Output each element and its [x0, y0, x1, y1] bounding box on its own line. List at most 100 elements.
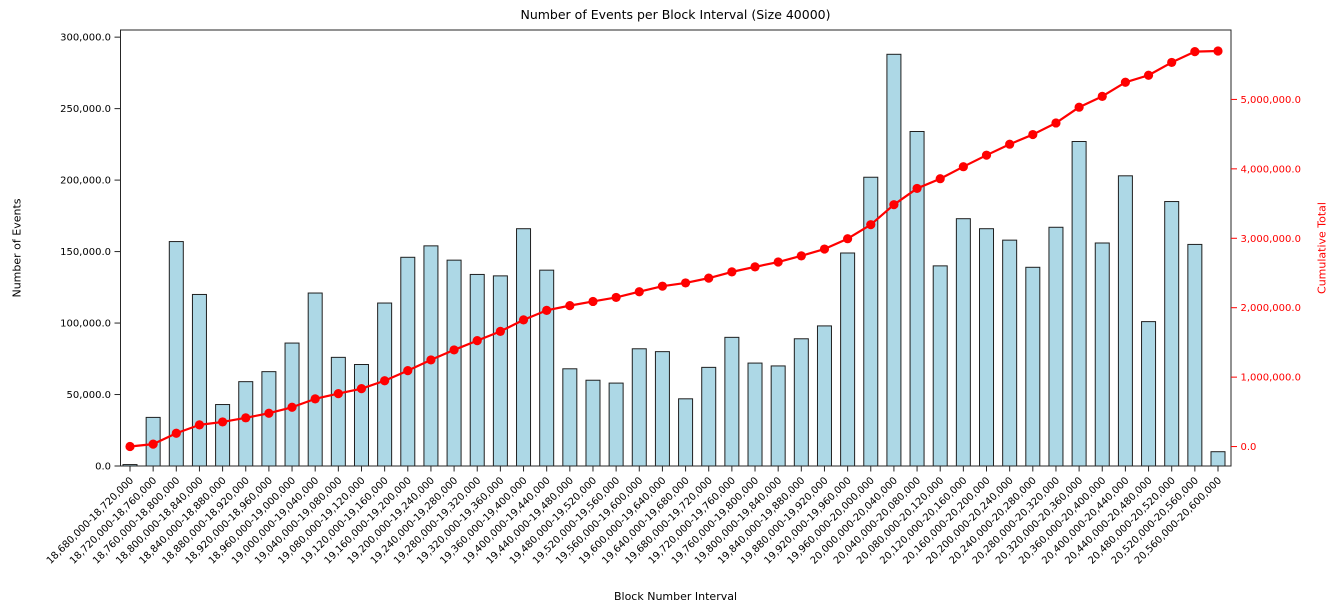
cumulative-marker [958, 162, 968, 172]
cumulative-marker [611, 292, 621, 303]
bar [400, 256, 416, 467]
cumulative-marker [403, 366, 413, 376]
cumulative-marker [981, 150, 992, 160]
cumulative-marker [1167, 57, 1177, 68]
bar [840, 252, 856, 467]
bar [330, 356, 346, 467]
cumulative-marker [287, 402, 297, 412]
cumulative-marker [310, 394, 320, 404]
cumulative-marker [495, 326, 505, 336]
bar [1141, 321, 1157, 467]
y-tick-label-left: 200,000.0 [60, 176, 111, 187]
cumulative-marker [819, 244, 830, 254]
bar [562, 368, 578, 467]
chart-title: Number of Events per Block Interval (Siz… [520, 7, 831, 22]
cumulative-marker [171, 428, 181, 438]
y-tick-label-right: 3,000,000.0 [1241, 234, 1301, 245]
bar [1025, 266, 1041, 467]
cumulative-marker [773, 257, 783, 267]
bar [1117, 175, 1133, 467]
y-tick-label-right: 2,000,000.0 [1241, 303, 1301, 314]
bar [909, 130, 925, 467]
cumulative-marker [727, 267, 737, 277]
bar [770, 365, 786, 467]
y-axis-label-right: Cumulative Total [1315, 202, 1329, 294]
cumulative-marker [1190, 47, 1200, 57]
cumulative-marker [241, 413, 251, 423]
bar [307, 292, 323, 467]
bar [1002, 239, 1018, 467]
bar [492, 275, 508, 467]
bar [932, 265, 948, 467]
cumulative-marker [542, 305, 552, 315]
bar [816, 325, 832, 467]
y-tick-label-left: 250,000.0 [60, 104, 111, 115]
cumulative-marker [750, 262, 760, 272]
bar [191, 293, 207, 467]
bar [724, 336, 740, 467]
cumulative-marker [449, 345, 459, 355]
bar [215, 404, 231, 467]
bar [886, 53, 902, 467]
cumulative-marker [657, 281, 668, 291]
y-tick-label-left: 150,000.0 [60, 247, 111, 258]
bar [1164, 201, 1180, 467]
cumulative-marker [680, 278, 691, 288]
cumulative-marker [588, 296, 598, 307]
bar [1094, 242, 1110, 467]
cumulative-marker [1097, 91, 1107, 101]
cumulative-marker [1120, 77, 1131, 87]
cumulative-marker [217, 417, 228, 427]
bar [469, 273, 485, 467]
cumulative-marker [194, 420, 205, 430]
cumulative-marker [866, 220, 876, 230]
cumulative-marker [356, 384, 367, 394]
bar [238, 381, 254, 467]
cumulative-marker [1074, 102, 1084, 112]
cumulative-marker [889, 200, 899, 210]
y-tick-label-right: 1,000,000.0 [1241, 373, 1301, 384]
bar [979, 228, 995, 467]
cumulative-marker [1028, 129, 1038, 140]
bar [516, 228, 532, 467]
bar [631, 348, 647, 467]
cumulative-marker [704, 273, 714, 283]
cumulative-marker [565, 301, 575, 311]
cumulative-marker [935, 174, 945, 184]
bar [1210, 451, 1226, 467]
cumulative-marker [1213, 46, 1223, 56]
cumulative-marker [843, 234, 853, 244]
x-axis-label: Block Number Interval [613, 590, 738, 603]
cumulative-marker [264, 408, 274, 418]
y-axis-label-left: Number of Events [10, 198, 24, 298]
cumulative-marker [125, 441, 135, 452]
y-tick-label-left: 100,000.0 [60, 319, 111, 330]
cumulative-marker [518, 315, 529, 325]
bar [678, 398, 694, 467]
y-tick-label-left: 50,000.0 [66, 390, 111, 401]
bar [1187, 243, 1203, 467]
bar [539, 269, 555, 467]
bar [1071, 141, 1087, 467]
y-tick-label-left: 300,000.0 [60, 33, 111, 44]
bar [955, 218, 971, 467]
plot-border [120, 29, 1232, 467]
cumulative-marker [472, 336, 482, 346]
cumulative-marker [380, 376, 390, 386]
cumulative-marker [426, 355, 436, 365]
bar [701, 366, 717, 467]
y-tick-label-right: 4,000,000.0 [1241, 164, 1301, 175]
y-tick-label-right: 5,000,000.0 [1241, 95, 1301, 106]
bar [1048, 226, 1064, 467]
bar [747, 362, 763, 467]
bar [654, 351, 670, 467]
y-tick-label-left: 0.0 [95, 462, 111, 473]
bar [793, 338, 809, 467]
bar [261, 371, 277, 467]
bar [608, 382, 624, 467]
cumulative-marker [634, 287, 644, 297]
y-tick-label-right: 0.0 [1241, 442, 1257, 453]
cumulative-marker [796, 251, 806, 261]
